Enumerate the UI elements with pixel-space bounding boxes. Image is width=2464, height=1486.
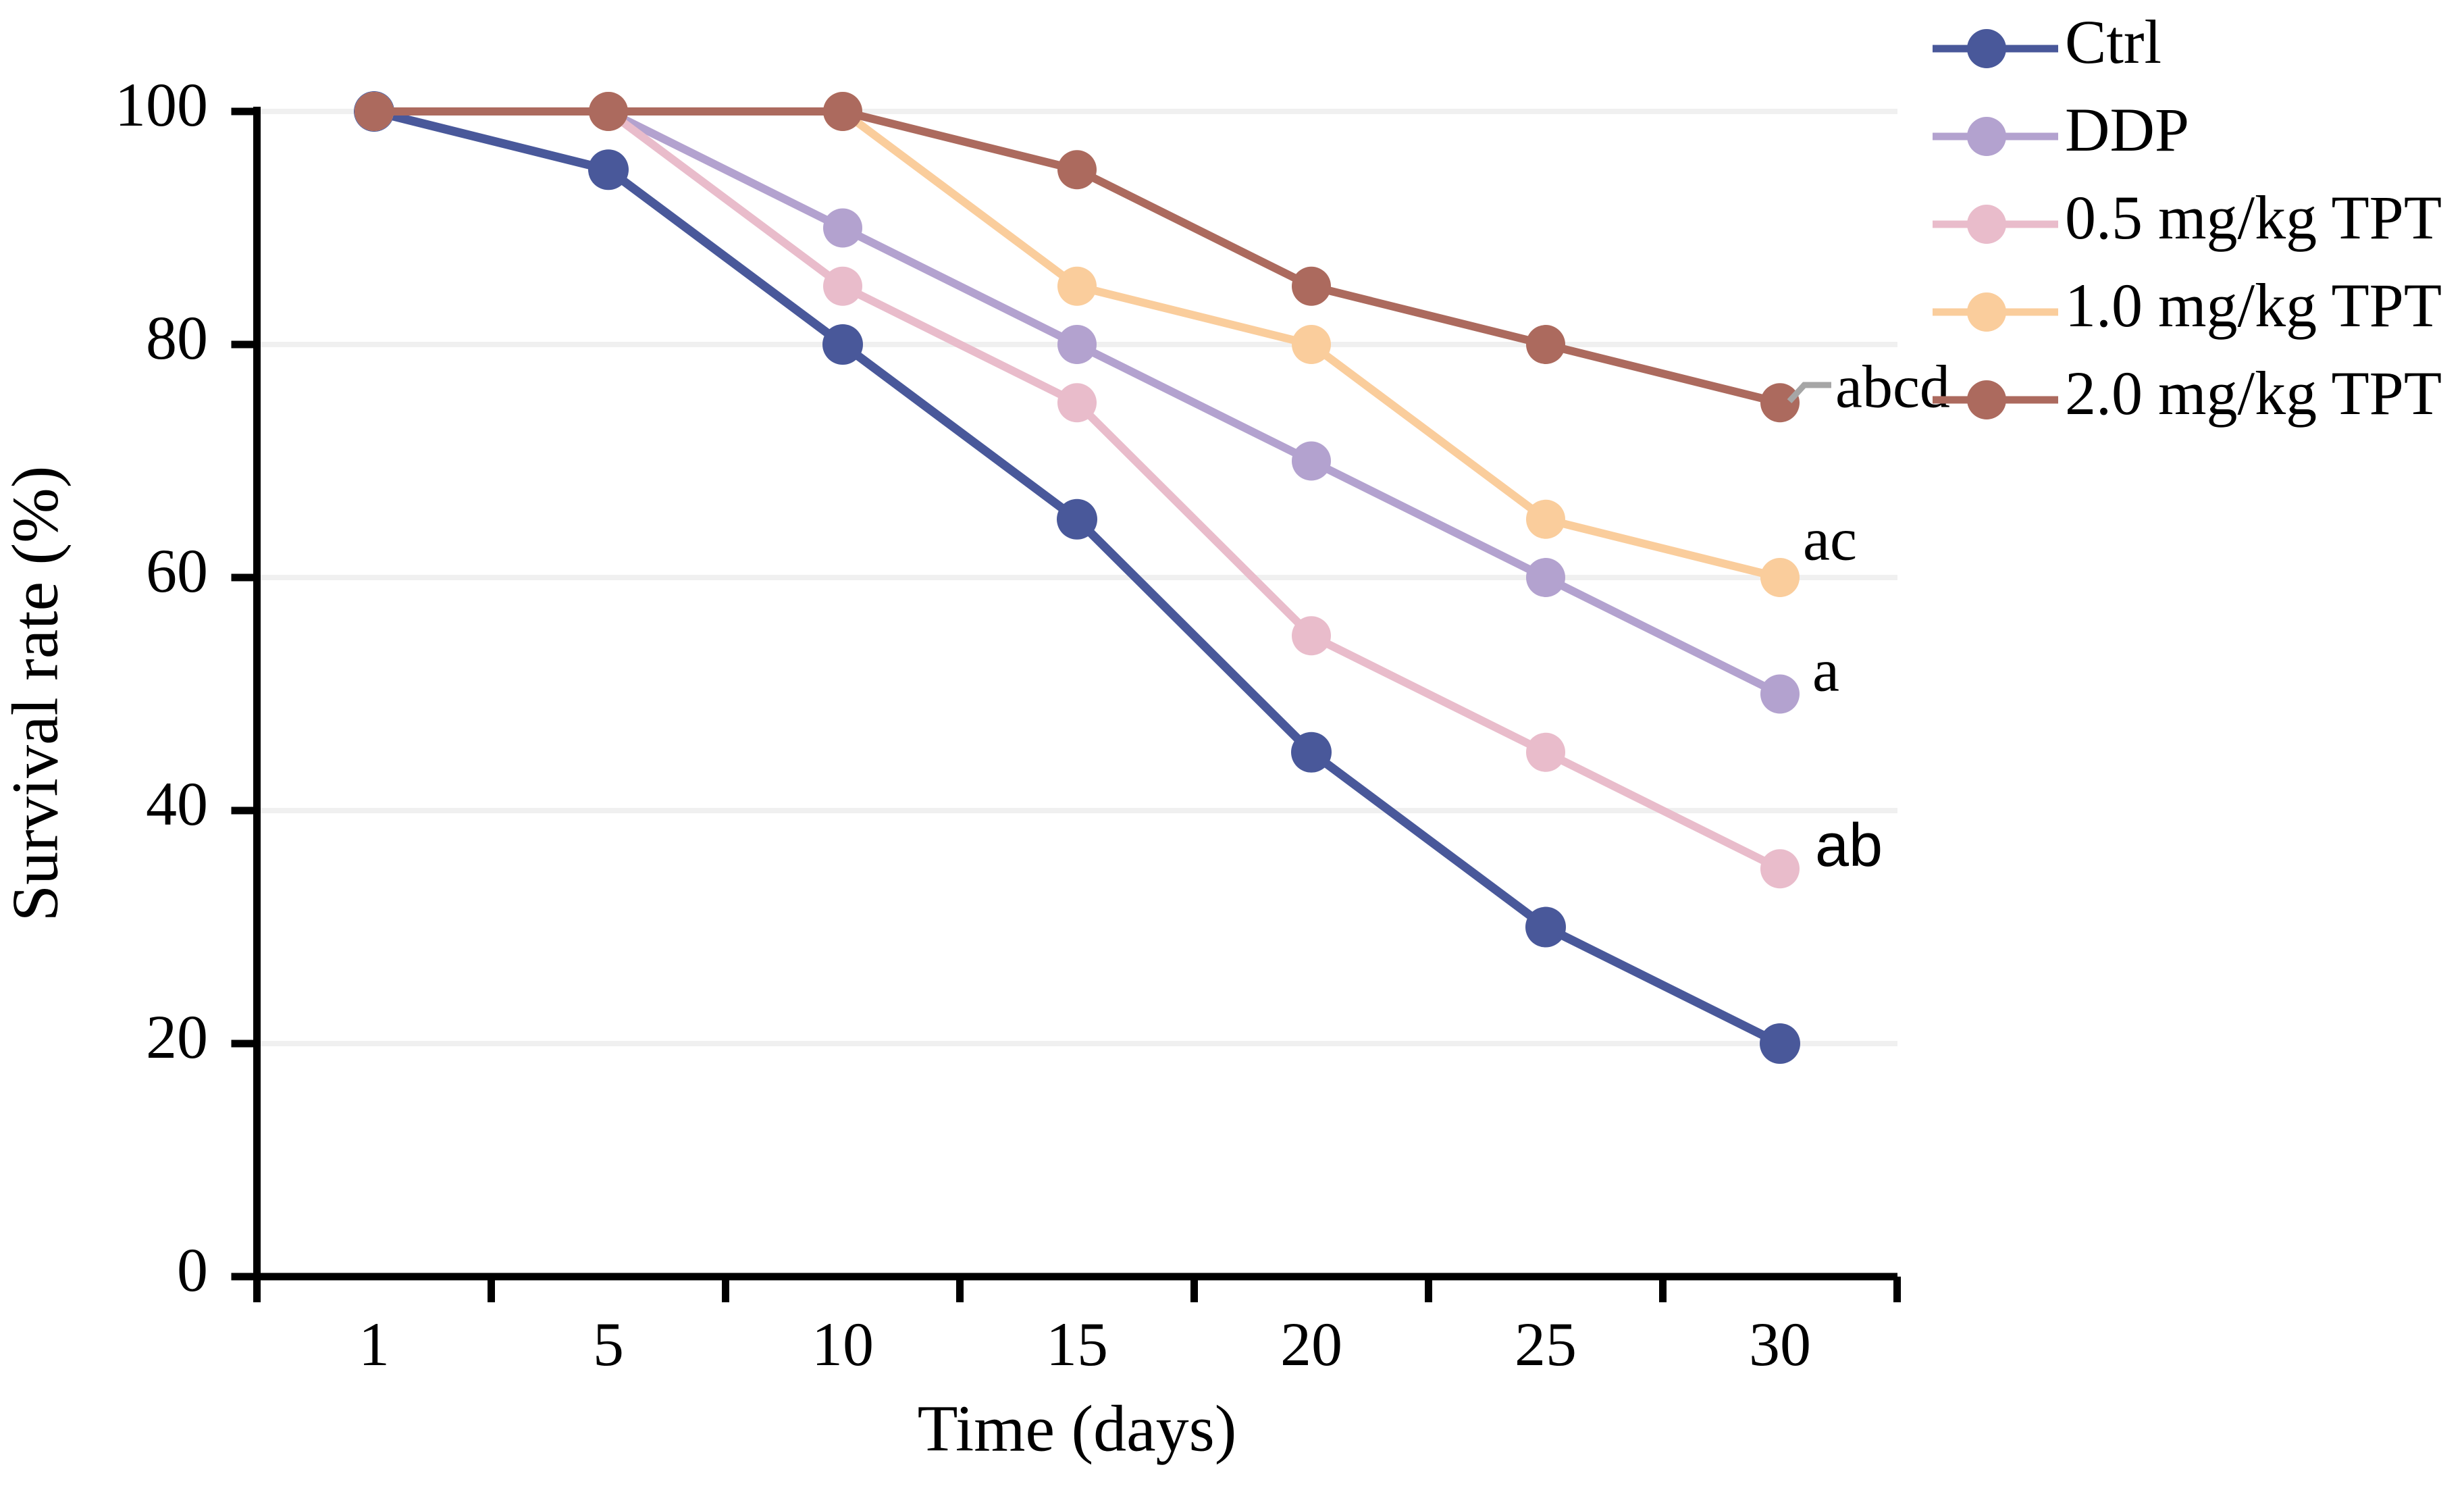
data-point-day15	[1057, 498, 1097, 540]
legend-item-0.5-mg-kg-tpt: 0.5 mg/kg TPT	[1933, 183, 2442, 252]
data-point-day20	[1291, 732, 1332, 773]
data-point-day20	[1292, 325, 1331, 364]
series-0.5-mg-kg-tpt	[355, 92, 1800, 889]
legend-marker	[1967, 29, 2006, 68]
series-2.0-mg-kg-tpt	[355, 92, 1800, 423]
data-point-day15	[1057, 150, 1097, 190]
x-tick-label-1: 1	[359, 1310, 390, 1379]
annotation-ac: ac	[1803, 507, 1857, 573]
data-point-day20	[1292, 441, 1331, 481]
x-tick-label-25: 25	[1515, 1310, 1577, 1379]
data-point-day5	[588, 149, 629, 190]
data-point-day20	[1292, 266, 1331, 306]
x-tick-label-20: 20	[1280, 1310, 1342, 1379]
annotation-a: a	[1812, 638, 1839, 704]
legend-marker	[1967, 292, 2006, 332]
data-point-day15	[1057, 383, 1097, 423]
data-point-day30	[1760, 383, 1800, 423]
legend-label: Ctrl	[2065, 7, 2161, 76]
y-tick-label-100: 100	[115, 70, 208, 139]
data-point-day15	[1057, 266, 1097, 306]
y-tick-label-80: 80	[146, 303, 208, 372]
annotation-abcd: abcd	[1835, 354, 1950, 421]
data-series	[354, 91, 1800, 1064]
data-point-day10	[822, 324, 863, 365]
data-point-day20	[1292, 616, 1331, 656]
legend-marker	[1967, 205, 2006, 244]
x-axis-title: Time (days)	[918, 1392, 1237, 1465]
significance-annotations: abcd ac a ab	[1787, 354, 1950, 879]
legend-label: 0.5 mg/kg TPT	[2065, 183, 2442, 252]
legend-item-ddp: DDP	[1933, 95, 2189, 164]
axes	[231, 107, 1901, 1302]
x-tick-label-5: 5	[593, 1310, 624, 1379]
data-point-day1	[355, 92, 394, 131]
data-point-day10	[823, 92, 862, 131]
x-tick-label-30: 30	[1749, 1310, 1811, 1379]
data-point-day5	[589, 92, 628, 131]
y-tick-label-0: 0	[177, 1235, 208, 1304]
data-point-day25	[1526, 499, 1565, 539]
y-tick-label-60: 60	[146, 536, 208, 605]
y-axis-title: Survival rate (%)	[0, 466, 72, 922]
legend-label: 2.0 mg/kg TPT	[2065, 359, 2442, 428]
data-point-day30	[1760, 558, 1800, 597]
annotation-leader-line	[1787, 382, 1831, 404]
data-point-day15	[1057, 325, 1097, 364]
legend-item-1.0-mg-kg-tpt: 1.0 mg/kg TPT	[1933, 271, 2442, 340]
data-point-day30	[1760, 1023, 1800, 1064]
data-point-day25	[1526, 325, 1565, 364]
legend-item-2.0-mg-kg-tpt: 2.0 mg/kg TPT	[1933, 359, 2442, 428]
gridlines	[257, 109, 1897, 1046]
legend-item-ctrl: Ctrl	[1933, 7, 2161, 76]
data-point-day30	[1760, 674, 1800, 714]
legend-marker	[1967, 117, 2006, 156]
x-tick-label-10: 10	[812, 1310, 874, 1379]
data-point-day10	[823, 208, 862, 248]
legend: Ctrl DDP 0.5 mg/kg TPT 1.0 mg/kg TPT 2.0 mg/…	[1933, 7, 2442, 428]
data-point-day25	[1525, 906, 1566, 948]
annotation-ab: ab	[1815, 812, 1883, 879]
legend-marker	[1967, 380, 2006, 419]
y-tick-label-20: 20	[146, 1002, 208, 1071]
x-tick-label-15: 15	[1046, 1310, 1108, 1379]
y-tick-label-40: 40	[146, 769, 208, 838]
data-point-day30	[1760, 849, 1800, 889]
data-point-day25	[1526, 558, 1565, 597]
series-line	[374, 107, 1782, 873]
legend-label: DDP	[2065, 95, 2189, 164]
legend-label: 1.0 mg/kg TPT	[2065, 271, 2442, 340]
data-point-day10	[823, 266, 862, 306]
data-point-day25	[1526, 732, 1565, 772]
